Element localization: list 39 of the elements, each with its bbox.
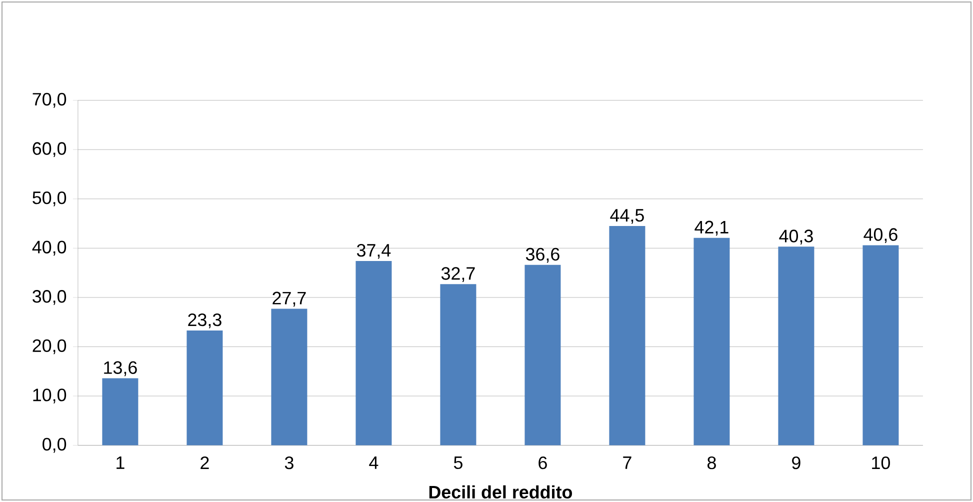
x-tick-label: 2: [200, 456, 209, 470]
y-tick-label: 30,0: [32, 290, 66, 305]
bar: [271, 308, 308, 446]
x-tick-label: 10: [872, 456, 890, 470]
data-label: 37,4: [356, 244, 391, 259]
x-tick-label: 8: [708, 456, 716, 470]
bar: [694, 238, 730, 446]
data-label: 44,5: [610, 209, 644, 224]
y-tick-label: 60,0: [32, 142, 66, 158]
y-tick-label: 20,0: [32, 339, 66, 354]
bar: [186, 330, 223, 446]
bar: [778, 246, 814, 446]
x-tick-label: 3: [284, 456, 294, 470]
x-axis-title: Decili del reddito: [429, 485, 572, 498]
x-tick-label: 4: [369, 456, 378, 469]
bar: [862, 245, 899, 446]
x-tick-label: 7: [623, 456, 632, 469]
data-label: 40,3: [779, 230, 813, 244]
x-tick-label: 9: [792, 456, 800, 470]
data-label: 42,1: [694, 220, 728, 236]
y-tick-label: 40,0: [32, 240, 66, 256]
bar: [102, 378, 138, 446]
x-tick-label: 5: [454, 456, 462, 469]
bar: [609, 226, 646, 446]
bar: [524, 264, 561, 446]
x-tick-label: 1: [116, 456, 124, 469]
y-tick-label: 50,0: [32, 191, 66, 206]
data-label: 27,7: [272, 292, 306, 307]
data-label: 36,6: [526, 248, 560, 263]
data-label: 13,6: [104, 361, 137, 376]
y-tick-label: 0,0: [42, 438, 66, 453]
y-tick-label: 70,0: [32, 92, 66, 108]
data-label: 32,7: [441, 267, 475, 282]
bar: [440, 284, 476, 446]
data-label: 40,6: [864, 228, 898, 244]
y-tick-label: 10,0: [33, 388, 66, 404]
data-label: 23,3: [188, 313, 222, 328]
bar: [356, 260, 392, 446]
x-tick-label: 6: [538, 456, 547, 470]
